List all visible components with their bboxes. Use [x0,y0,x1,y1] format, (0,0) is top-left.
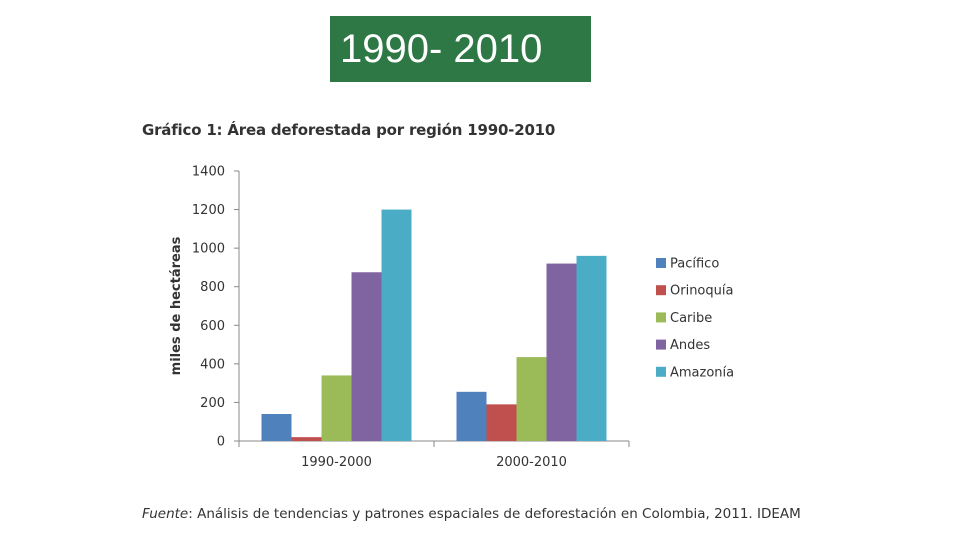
legend-swatch [656,339,666,350]
chart-title: Gráfico 1: Área deforestada por región 1… [142,121,556,139]
bar-2000-2010-Orinoquía [486,404,517,441]
legend-label: Andes [670,338,710,353]
bar-2000-2010-Pacífico [456,391,487,441]
source-text: : Análisis de tendencias y patrones espa… [188,506,801,522]
chart-bars [261,209,607,441]
source-label: Fuente [142,506,189,522]
y-tick-label: 1000 [192,242,225,257]
x-tick-label: 1990-2000 [301,455,372,470]
legend-swatch [656,312,666,323]
y-tick-label: 400 [200,357,225,372]
y-tick-label: 1400 [192,165,225,180]
x-tick-label: 2000-2010 [496,455,567,470]
y-tick-label: 600 [200,319,225,334]
chart-axes: 0 200 400 600 800 1000 1200 1400 miles de hectár… [169,165,630,470]
legend-label: Pacífico [670,257,719,272]
bar-1990-2000-Pacífico [261,414,292,441]
y-tick-label: 0 [217,435,225,450]
bar-2000-2010-Caribe [516,357,547,441]
legend-swatch [656,258,666,268]
y-axis-label: miles de hectáreas [169,236,184,375]
source-note: Fuente: Análisis de tendencias y patrone… [142,506,801,522]
bar-1990-2000-Amazonía [381,209,412,441]
legend-swatch [656,366,666,377]
y-tick-label: 800 [200,280,225,295]
bar-1990-2000-Caribe [321,375,352,441]
legend-label: Amazonía [670,365,734,380]
y-tick-label: 1200 [192,203,225,218]
y-tick-label: 200 [200,396,225,411]
bar-1990-2000-Andes [351,272,382,441]
legend-label: Caribe [670,311,712,326]
period-banner: 1990- 2010 [330,16,591,82]
legend-swatch [656,285,666,296]
chart-legend: Pacífico Orinoquía Caribe Andes Amazonía [656,257,734,380]
bar-1990-2000-Orinoquía [291,437,322,441]
bar-2000-2010-Andes [546,263,577,441]
legend-label: Orinoquía [670,284,733,299]
bar-2000-2010-Amazonía [576,255,607,441]
